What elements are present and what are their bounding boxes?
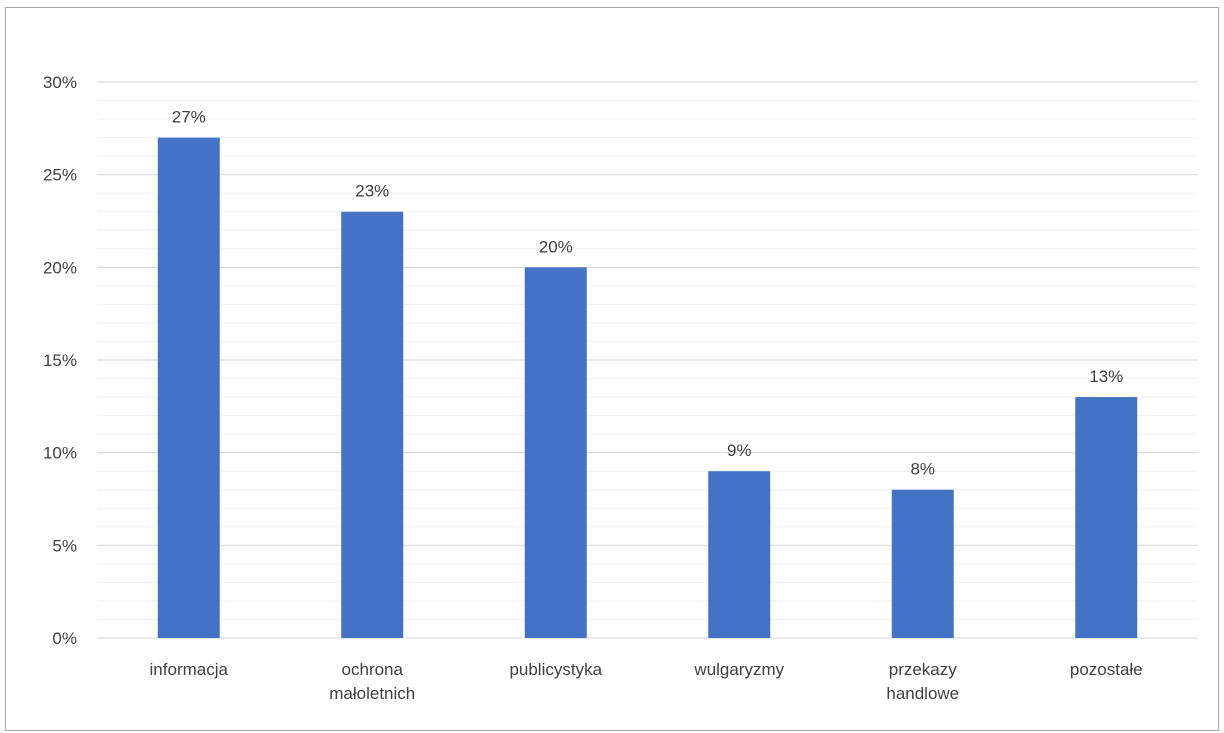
- minor-gridlines: [97, 100, 1198, 620]
- x-tick-label: wulgaryzmy: [693, 660, 784, 679]
- bar: [157, 137, 220, 638]
- bar: [708, 471, 771, 638]
- data-label: 20%: [539, 237, 573, 256]
- x-tick-label: pozostałe: [1070, 660, 1143, 679]
- data-label: 13%: [1089, 367, 1123, 386]
- bar: [524, 267, 587, 638]
- y-tick-label: 20%: [43, 258, 77, 277]
- x-tick-label: ochrona małoletnich: [329, 660, 415, 703]
- data-label: 23%: [355, 182, 389, 201]
- bar: [891, 489, 954, 638]
- data-label: 9%: [727, 441, 752, 460]
- y-tick-label: 5%: [52, 536, 77, 555]
- bar: [341, 211, 404, 638]
- y-tick-label: 0%: [52, 629, 77, 648]
- data-label: 27%: [172, 108, 206, 127]
- x-axis-tick-labels: informacja ochrona małoletnich publicystyka…: [150, 660, 1143, 703]
- major-gridlines: [97, 81, 1198, 639]
- data-label: 8%: [910, 460, 935, 479]
- bars: [157, 137, 1138, 638]
- y-tick-label: 30%: [43, 73, 77, 92]
- y-tick-label: 10%: [43, 444, 77, 463]
- x-tick-label: informacja: [150, 660, 229, 679]
- x-tick-label: publicystyka: [509, 660, 602, 679]
- x-tick-label: przekazy handlowe: [886, 660, 959, 703]
- data-labels: 27% 23% 20% 9% 8% 13%: [172, 108, 1124, 479]
- y-axis-tick-labels: 0% 5% 10% 15% 20% 25% 30%: [43, 73, 77, 648]
- bar: [1075, 397, 1138, 638]
- y-tick-label: 15%: [43, 351, 77, 370]
- y-tick-label: 25%: [43, 166, 77, 185]
